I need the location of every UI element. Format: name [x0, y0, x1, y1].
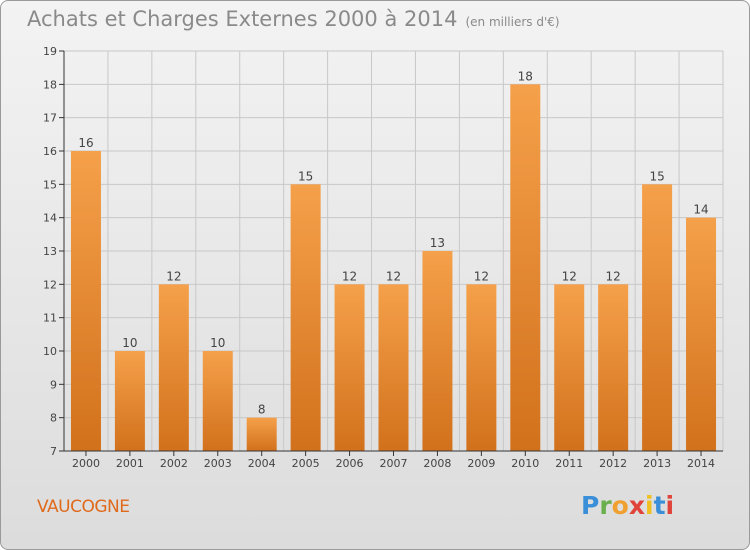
- y-tick-label: 9: [50, 378, 57, 391]
- location-label: VAUCOGNE: [37, 497, 130, 517]
- y-tick-label: 16: [43, 145, 57, 158]
- bar: [378, 284, 409, 451]
- y-tick-label: 13: [43, 245, 57, 258]
- data-label: 13: [430, 236, 445, 250]
- x-tick-label: 2011: [555, 457, 583, 470]
- bar: [114, 351, 145, 451]
- bar: [554, 284, 585, 451]
- y-tick-label: 18: [43, 78, 57, 91]
- data-label: 8: [258, 403, 266, 417]
- y-tick-label: 8: [50, 412, 57, 425]
- data-label: 15: [298, 169, 313, 183]
- x-tick-label: 2000: [72, 457, 100, 470]
- x-tick-label: 2012: [599, 457, 627, 470]
- bar: [290, 184, 321, 452]
- bar: [422, 251, 453, 451]
- data-label: 14: [693, 203, 708, 217]
- bar: [466, 284, 497, 451]
- chart-title-text: Achats et Charges Externes 2000 à 2014: [27, 7, 458, 31]
- y-tick-label: 12: [43, 278, 57, 291]
- bar: [598, 284, 629, 451]
- y-tick-label: 10: [43, 345, 57, 358]
- y-tick-label: 19: [43, 45, 57, 58]
- chart-title: Achats et Charges Externes 2000 à 2014 (e…: [27, 7, 560, 31]
- bar: [686, 217, 717, 451]
- y-tick-label: 17: [43, 112, 57, 125]
- x-tick-label: 2010: [511, 457, 539, 470]
- bars: [70, 84, 717, 452]
- labels: 7 8 9 10 11 12 13 14 15 16 17 18 19 16 2000 10 2001 12 200…: [43, 45, 715, 470]
- bar: [246, 417, 277, 451]
- axes: [59, 50, 723, 456]
- data-label: 16: [78, 136, 93, 150]
- x-tick-label: 2005: [292, 457, 320, 470]
- data-label: 12: [474, 269, 489, 283]
- bar: [334, 284, 365, 451]
- x-tick-label: 2013: [643, 457, 671, 470]
- proxiti-logo: Proxiti: [581, 491, 675, 520]
- x-tick-label: 2007: [380, 457, 408, 470]
- bar: [642, 184, 673, 452]
- data-label: 10: [122, 336, 137, 350]
- y-tick-label: 11: [43, 312, 57, 325]
- bar: [510, 84, 541, 451]
- data-label: 12: [166, 269, 181, 283]
- x-tick-label: 2009: [467, 457, 495, 470]
- x-tick-label: 2001: [116, 457, 144, 470]
- bar: [158, 284, 189, 451]
- bar: [70, 151, 101, 451]
- x-tick-label: 2003: [204, 457, 232, 470]
- x-tick-label: 2008: [423, 457, 451, 470]
- x-tick-label: 2004: [248, 457, 276, 470]
- x-tick-label: 2014: [687, 457, 715, 470]
- chart-unit: (en milliers d'€): [465, 15, 560, 29]
- data-label: 12: [606, 269, 621, 283]
- y-tick-label: 15: [43, 178, 57, 191]
- data-label: 15: [649, 169, 664, 183]
- data-label: 12: [562, 269, 577, 283]
- data-label: 18: [518, 69, 533, 83]
- y-tick-label: 14: [43, 212, 57, 225]
- x-tick-label: 2002: [160, 457, 188, 470]
- bar: [202, 351, 233, 451]
- data-label: 12: [386, 269, 401, 283]
- data-label: 10: [210, 336, 225, 350]
- y-tick-label: 7: [50, 445, 57, 458]
- data-label: 12: [342, 269, 357, 283]
- x-tick-label: 2006: [336, 457, 364, 470]
